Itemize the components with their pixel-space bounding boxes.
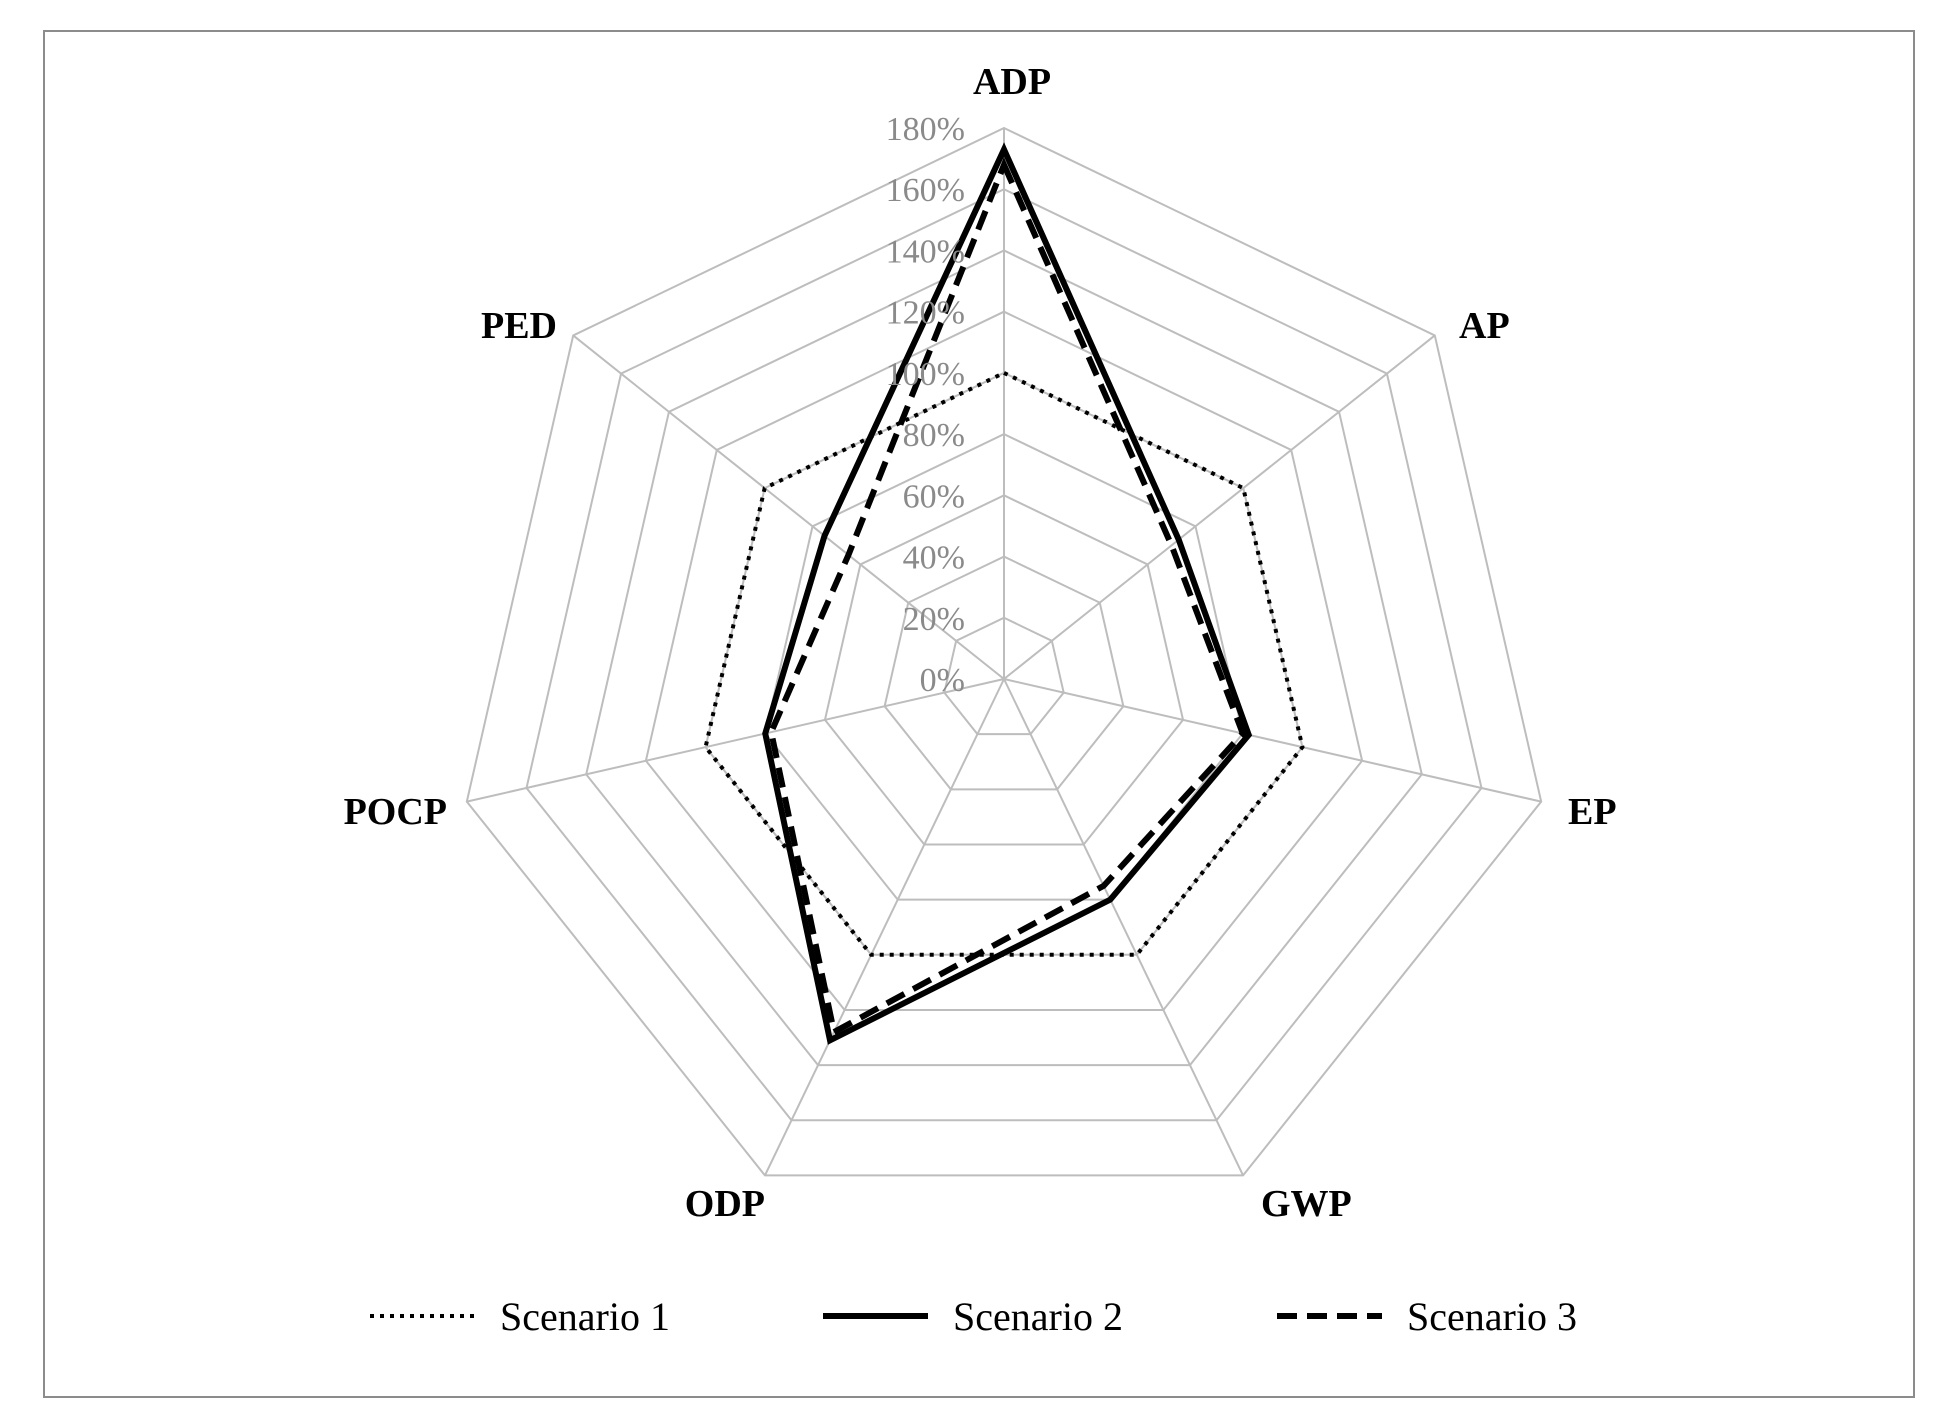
tick-label-20: 20% <box>903 601 965 638</box>
tick-label-60: 60% <box>903 478 965 515</box>
grid-ring-180 <box>465 126 1543 1177</box>
legend-label-scenario-1: Scenario 1 <box>500 1294 670 1339</box>
tick-label-100: 100% <box>886 356 965 393</box>
grid-ring-80 <box>764 433 1244 901</box>
legend-label-scenario-3: Scenario 3 <box>1407 1294 1577 1339</box>
radial-tick-labels: 0% 20% 40% 60% 80% 100% 120% 140% 160% 180% <box>886 111 965 699</box>
grid-ring-60 <box>823 494 1185 846</box>
grid-ring-140 <box>585 249 1423 1067</box>
spoke-gwp <box>1003 678 1244 1176</box>
grid-ring-160 <box>525 188 1483 1122</box>
tick-label-180: 180% <box>886 111 965 148</box>
axis-label-odp: ODP <box>685 1183 765 1225</box>
tick-label-80: 80% <box>903 417 965 454</box>
grid-ring-120 <box>644 310 1364 1011</box>
axis-label-pocp: POCP <box>344 791 447 833</box>
chart-frame <box>43 30 1915 1398</box>
series-lines <box>703 142 1305 1045</box>
grid-ring-20 <box>943 616 1065 736</box>
tick-label-120: 120% <box>886 295 965 332</box>
axis-label-ped: PED <box>481 305 557 347</box>
spoke-pocp <box>466 678 1005 803</box>
tick-label-160: 160% <box>886 172 965 209</box>
spoke-ped <box>572 334 1005 680</box>
tick-label-140: 140% <box>886 233 965 270</box>
legend: Scenario 1 Scenario 2 Scenario 3 <box>370 1294 1577 1339</box>
axis-label-gwp: GWP <box>1261 1183 1352 1225</box>
tick-label-40: 40% <box>903 540 965 577</box>
grid-ring-40 <box>883 555 1125 791</box>
spoke-ap <box>1003 334 1436 680</box>
legend-label-scenario-2: Scenario 2 <box>953 1294 1123 1339</box>
spoke-ep <box>1003 678 1542 803</box>
axis-label-adp: ADP <box>973 61 1051 103</box>
series-line-scenario-3 <box>768 156 1247 1037</box>
spoke-odp <box>764 678 1005 1176</box>
axis-label-ap: AP <box>1459 305 1510 347</box>
axis-label-ep: EP <box>1568 791 1617 833</box>
axis-labels: ADP AP EP GWP ODP POCP PED <box>344 61 1617 1225</box>
tick-label-0: 0% <box>920 662 965 699</box>
grid-spokes <box>466 128 1542 1176</box>
series-line-scenario-2 <box>762 142 1253 1045</box>
